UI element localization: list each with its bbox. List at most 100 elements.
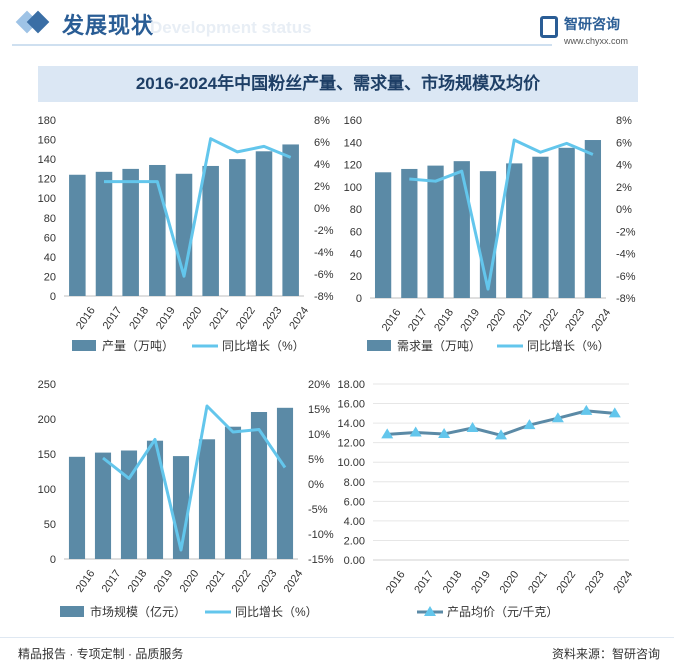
- line-marker: [466, 422, 479, 432]
- y-tick-label: 40: [44, 252, 56, 264]
- series-line: [102, 404, 287, 552]
- x-tick-label: 2021: [204, 568, 228, 595]
- line-marker: [608, 407, 621, 418]
- y-tick-label: 2.00: [344, 535, 365, 547]
- y-tick-label: 50: [44, 519, 56, 531]
- chart-demand: 0 20 40 60 80 100 120 140 160 -8% -6% -4% -2% 0% 2% 4% 6…: [344, 115, 636, 353]
- bar: [453, 161, 470, 298]
- x-tick-label: 2019: [469, 569, 493, 596]
- legend-swatch-marker: [424, 606, 436, 616]
- y-tick-label: 12.00: [337, 438, 365, 450]
- x-tick-label: 2018: [441, 569, 465, 596]
- line-marker: [551, 412, 564, 423]
- legend-label: 同比增长（%）: [527, 339, 610, 353]
- x-tick-label: 2023: [583, 569, 607, 596]
- y2-tick-label: 2%: [616, 182, 632, 194]
- y2-tick-label: -5%: [308, 504, 328, 516]
- line-marker: [580, 404, 593, 415]
- x-tick-label: 2017: [100, 568, 124, 595]
- series-line: [104, 137, 292, 278]
- y2-tick-label: -6%: [314, 269, 334, 281]
- y-tick-label: 6.00: [344, 496, 365, 508]
- legend-label: 同比增长（%）: [235, 605, 318, 619]
- page-title: 发展现状: [62, 13, 155, 38]
- bar: [146, 440, 164, 559]
- y2-tick-label: -10%: [308, 529, 334, 541]
- y2-tick-label: 6%: [314, 137, 330, 149]
- y2-tick-label: 15%: [308, 404, 330, 416]
- bar: [224, 426, 242, 559]
- x-tick-label: 2023: [563, 307, 587, 334]
- x-tick-label: 2020: [498, 569, 522, 596]
- y-tick-label: 80: [44, 213, 56, 225]
- y-tick-label: 10.00: [337, 457, 365, 469]
- y2-tick-label: -2%: [616, 226, 636, 238]
- legend-swatch-bar: [60, 606, 84, 617]
- y-tick-label: 140: [344, 137, 362, 149]
- x-tick-label: 2024: [282, 568, 306, 595]
- y2-tick-label: 0%: [616, 204, 632, 216]
- legend-label: 同比增长（%）: [222, 339, 305, 353]
- y-tick-label: 14.00: [337, 418, 365, 430]
- bar: [68, 456, 86, 559]
- y2-tick-label: 5%: [308, 454, 324, 466]
- bar: [276, 407, 294, 559]
- x-tick-label: 2019: [154, 305, 178, 332]
- y-tick-label: 200: [38, 414, 56, 426]
- bar: [250, 412, 268, 559]
- bar: [95, 171, 113, 296]
- chart-production: 0 20 40 60 80 100 120 140 160 180 -8% -6% -4% -2% 0% 2%…: [38, 115, 334, 353]
- x-tick-label: 2023: [261, 305, 285, 332]
- brand-url: www.chyxx.com: [564, 36, 629, 46]
- legend-swatch-bar: [72, 340, 96, 351]
- bar: [427, 165, 444, 298]
- y-tick-label: 100: [344, 182, 362, 194]
- x-tick-label: 2024: [287, 305, 311, 332]
- y2-tick-label: 6%: [616, 137, 632, 149]
- series-line: [409, 138, 594, 291]
- y2-tick-label: 0%: [308, 479, 324, 491]
- x-tick-label: 2022: [234, 305, 258, 332]
- y2-tick-label: -4%: [616, 249, 636, 261]
- y2-tick-label: -2%: [314, 225, 334, 237]
- y-tick-label: 20: [44, 271, 56, 283]
- bar: [198, 439, 216, 559]
- brand-logo: 智研咨询 www.chyxx.com: [540, 14, 650, 50]
- bar: [506, 163, 523, 298]
- y-tick-label: 16.00: [337, 399, 365, 411]
- x-tick-label: 2024: [611, 569, 635, 596]
- legend-label: 产品均价（元/千克）: [447, 605, 558, 619]
- y2-tick-label: 4%: [616, 160, 632, 172]
- x-tick-label: 2019: [152, 568, 176, 595]
- line-marker: [409, 426, 422, 437]
- x-tick-label: 2024: [590, 307, 614, 334]
- y2-tick-label: 0%: [314, 203, 330, 215]
- bar: [120, 450, 138, 559]
- x-tick-label: 2021: [511, 307, 535, 334]
- y-tick-label: 160: [38, 135, 56, 147]
- y-tick-label: 20: [350, 271, 362, 283]
- y2-tick-label: 4%: [314, 159, 330, 171]
- y-tick-label: 100: [38, 484, 56, 496]
- y-tick-label: 120: [38, 174, 56, 186]
- x-tick-label: 2016: [384, 569, 408, 596]
- line-marker: [523, 419, 536, 430]
- y-tick-label: 18.00: [337, 379, 365, 391]
- y2-tick-label: -8%: [314, 291, 334, 303]
- bar: [401, 168, 418, 298]
- y2-tick-label: 10%: [308, 429, 330, 441]
- y-tick-label: 150: [38, 449, 56, 461]
- footer-source: 资料来源：智研咨询: [551, 647, 660, 661]
- x-tick-label: 2017: [406, 307, 430, 334]
- y-tick-label: 0: [356, 293, 362, 305]
- line-marker: [438, 427, 451, 438]
- x-tick-label: 2016: [74, 305, 98, 332]
- y2-tick-label: -4%: [314, 247, 334, 259]
- legend-label: 产量（万吨）: [102, 339, 174, 353]
- chart-average-price: 0.00 2.00 4.00 6.00 8.00 10.00 12.00 14.00 16.00…: [337, 379, 635, 619]
- x-tick-label: 2018: [432, 307, 456, 334]
- y-tick-label: 140: [38, 154, 56, 166]
- y-tick-label: 80: [350, 204, 362, 216]
- legend-swatch-bar: [367, 340, 391, 351]
- x-tick-label: 2020: [181, 305, 205, 332]
